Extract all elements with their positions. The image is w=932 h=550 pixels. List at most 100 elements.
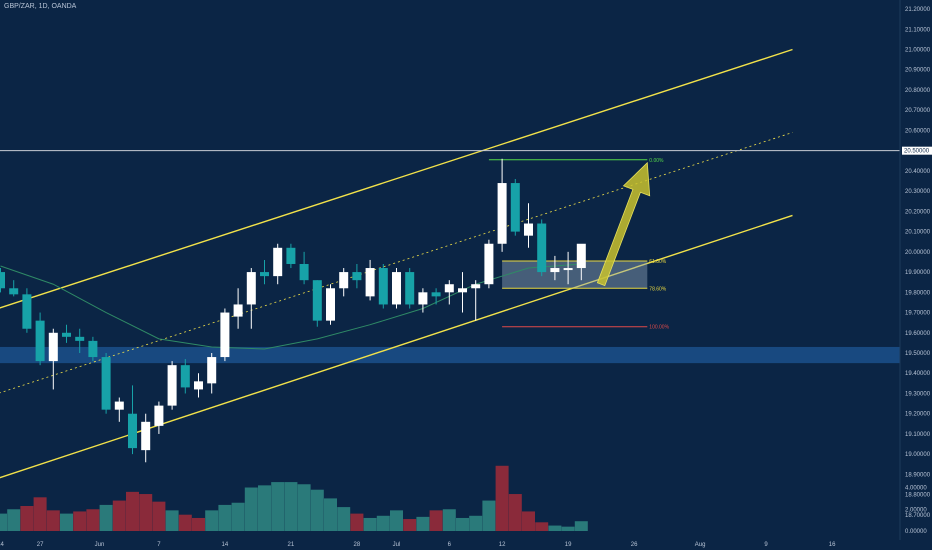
time-tick-label: 14 [222,542,229,548]
volume-tick-label: 4.00000 [905,486,927,492]
candle[interactable] [405,268,415,309]
time-tick-label: 12 [499,542,506,548]
candle[interactable] [510,179,520,236]
candle[interactable] [326,284,335,325]
candle-body [365,268,375,297]
volume-bar [112,500,126,531]
candle-body [128,413,137,449]
candle[interactable] [431,288,441,305]
candle[interactable] [392,268,401,309]
candle[interactable] [233,288,243,329]
candle-body [114,401,124,410]
volume-bar [152,501,166,531]
candle-body [22,294,32,329]
volume-bar [231,502,245,531]
candle-body [167,365,177,406]
candle[interactable] [312,280,322,327]
candle[interactable] [194,373,203,398]
volume-bar [561,526,575,531]
volume-bar [99,504,113,531]
candle-body [260,272,269,277]
candle[interactable] [35,312,45,366]
price-tick-label: 19.70000 [905,311,931,317]
volume-bar [60,513,73,531]
price-axis[interactable]: 21.20000 21.10000 21.00000 20.90000 20.80000… [899,0,932,540]
candle[interactable] [576,243,586,281]
candle[interactable] [458,272,467,313]
time-tick-label: 6 [448,542,452,548]
candle-body [233,304,243,317]
candle[interactable] [128,385,137,455]
candle[interactable] [22,288,32,333]
candle[interactable] [273,243,283,285]
candle-body [458,288,467,293]
candle[interactable] [497,158,507,252]
candle-body [286,247,296,264]
candle-body [194,381,203,390]
current-price-tag[interactable] [902,146,932,155]
price-tick-label: 20.70000 [905,108,931,114]
projection-arrow[interactable] [596,161,651,287]
candle[interactable] [154,401,164,434]
candle-body [550,268,560,273]
candle[interactable] [9,280,19,297]
candle[interactable] [101,353,111,414]
volume-bar [495,465,509,531]
candle[interactable] [471,280,481,321]
candle[interactable] [378,263,388,309]
volume-bar [469,515,483,531]
candle[interactable] [563,251,573,285]
candle[interactable] [365,259,375,301]
candle[interactable] [418,288,428,313]
candles-layer[interactable] [0,158,586,463]
price-tick-label: 18.80000 [905,493,931,499]
candle[interactable] [246,268,256,329]
candle[interactable] [524,203,533,248]
candle[interactable] [286,243,296,269]
volume-bar [535,522,549,531]
candle[interactable] [550,255,560,281]
current-price-label: 20.50000 [904,149,930,155]
candle[interactable] [207,353,217,394]
fib-level-label: 0.00% [649,158,664,164]
candle[interactable] [339,268,349,297]
candle[interactable] [260,259,269,285]
candle-body [48,332,58,362]
candle[interactable] [484,239,494,289]
candle[interactable] [62,324,71,343]
time-axis[interactable]: 24 27 Jun 7 14 21 28 Jul 6 12 19 26 Aug 9 16 [0,542,836,548]
candle[interactable] [444,280,454,305]
candle[interactable] [114,397,124,422]
price-tick-label: 20.90000 [905,68,931,74]
candle[interactable] [75,328,85,354]
fib-golden-zone [502,260,648,289]
candle[interactable] [352,263,362,289]
price-tick-label: 21.10000 [905,27,931,33]
candle[interactable] [48,328,58,390]
candle[interactable] [88,336,98,362]
candle[interactable] [299,251,309,285]
support-band [0,346,900,364]
candle[interactable] [220,308,230,362]
volume-bar [416,516,430,531]
volume-bar [284,482,298,531]
volume-bar [46,510,60,531]
time-tick-label: 26 [631,542,638,548]
price-tick-label: 20.00000 [905,250,931,256]
candle[interactable] [180,359,190,394]
candle-body [154,405,164,426]
candle[interactable] [167,361,177,410]
candle-body [312,280,322,321]
volume-tick-label: 2.00000 [905,507,927,513]
volume-bar [456,517,469,531]
candle[interactable] [141,413,151,463]
fibonacci-retracement[interactable]: 0.00% 61.80% 78.60% 100.00% [488,158,670,331]
candle[interactable] [0,268,5,293]
channel-line-mid [0,132,793,394]
candle-body [62,332,71,337]
support-band-layer [0,346,900,364]
candle[interactable] [537,219,547,277]
